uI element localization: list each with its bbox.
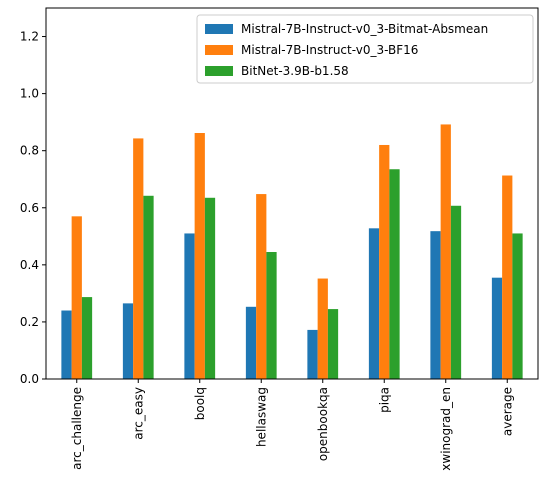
x-tick-label: piqa [377,387,391,413]
legend-swatch [205,24,233,34]
legend-label: Mistral-7B-Instruct-v0_3-BF16 [241,43,418,57]
legend-swatch [205,66,233,76]
y-tick-label: 1.0 [20,87,39,101]
x-tick-label: openbookqa [316,387,330,461]
y-tick-label: 0.2 [20,315,39,329]
bar-boolq-series-3 [204,197,216,379]
bar-piqa-series-1 [368,228,380,379]
bar-openbookqa-series-3 [327,309,339,379]
legend-label: Mistral-7B-Instruct-v0_3-Bitmat-Absmean [241,22,488,36]
bar-hellaswag-series-2 [256,194,267,379]
bar-hellaswag-series-3 [266,252,277,379]
bar-arc_easy-series-1 [122,303,134,379]
y-tick-label: 0.4 [20,258,39,272]
y-tick-label: 0.6 [20,201,39,215]
y-tick-label: 0.0 [20,372,39,386]
legend: Mistral-7B-Instruct-v0_3-Bitmat-Absmean M… [196,14,534,84]
bar-arc_challenge-series-3 [81,297,93,379]
legend-swatch [205,45,233,55]
bar-hellaswag-series-1 [245,306,257,379]
bar-piqa-series-3 [389,169,400,379]
bar-arc_easy-series-2 [133,138,144,379]
x-tick-label: boolq [193,387,207,420]
bar-xwinograd_en-series-2 [440,124,451,379]
bar-openbookqa-series-2 [317,278,328,379]
bar-average-series-3 [512,233,523,379]
bar-arc_challenge-series-1 [61,310,72,379]
bar-boolq-series-1 [184,233,195,379]
bar-piqa-series-2 [379,144,390,379]
bars-layer [61,124,523,379]
x-tick-label: arc_challenge [70,387,84,470]
y-tick-label: 1.2 [20,30,39,44]
y-tick-label: 0.8 [20,144,39,158]
axes-frame [45,7,539,380]
bar-arc_easy-series-3 [143,195,154,379]
bar-openbookqa-series-1 [307,329,318,379]
legend-label: BitNet-3.9B-b1.58 [241,64,349,78]
bar-xwinograd_en-series-3 [450,205,462,379]
bar-boolq-series-2 [194,133,205,379]
y-axis: 0.0 0.2 0.4 0.6 0.8 1.0 1.2 [20,30,46,386]
bar-average-series-1 [491,277,503,379]
x-tick-label: hellaswag [254,387,268,447]
legend-box [196,14,534,84]
x-tick-label: average [500,387,514,436]
bar-xwinograd_en-series-1 [430,231,441,379]
x-axis: arc_challenge arc_easy boolq hellaswag openb… [70,379,514,471]
x-tick-label: arc_easy [131,387,145,440]
bar-average-series-2 [502,175,513,379]
bar-arc_challenge-series-2 [71,216,82,379]
x-tick-label: xwinograd_en [439,387,453,471]
